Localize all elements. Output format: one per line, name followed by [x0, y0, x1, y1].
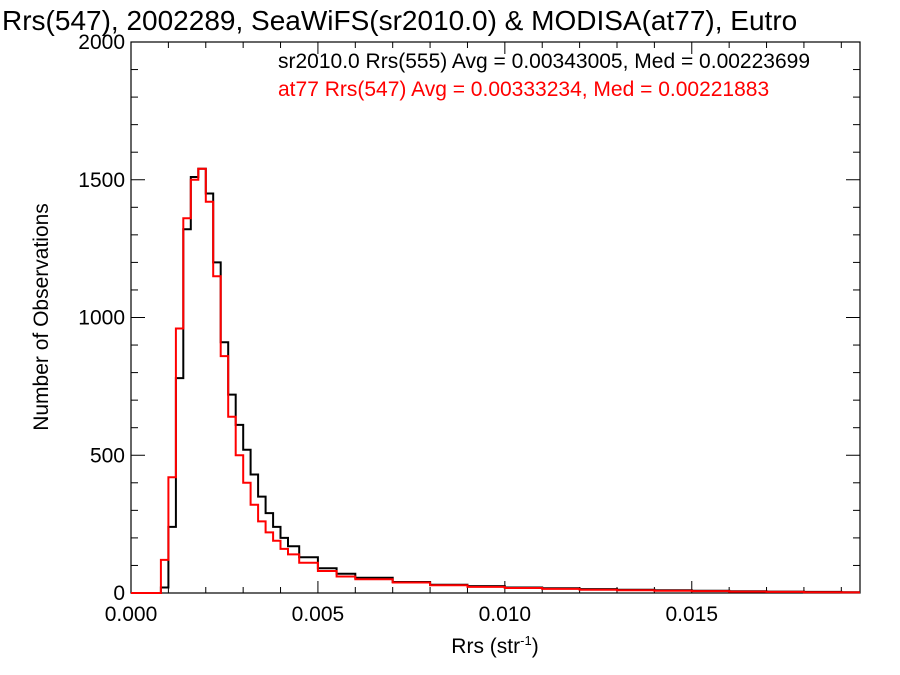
series-line-0	[131, 167, 860, 594]
axis-ticks: 0.000 0.005 0.010 0.015 0 500 1000 1500 2000	[78, 31, 860, 626]
legend-entry-red: at77 Rrs(547) Avg = 0.00333234, Med = 0.…	[278, 78, 769, 101]
y-tick-label: 2000	[78, 31, 125, 54]
x-axis-label-main: Rrs (str	[451, 635, 520, 658]
series-line-1	[131, 167, 860, 594]
x-tick-label: 0.005	[292, 603, 345, 626]
x-axis-label: Rrs (str-1)	[451, 633, 538, 658]
data-series	[131, 167, 860, 594]
x-tick-label: 0.010	[479, 603, 532, 626]
x-tick-label: 0.000	[105, 603, 158, 626]
plot-frame	[130, 41, 861, 594]
y-tick-label: 500	[90, 444, 125, 467]
x-axis-label-close: )	[532, 635, 539, 658]
legend-entry-black: sr2010.0 Rrs(555) Avg = 0.00343005, Med …	[278, 50, 810, 73]
x-tick-label: 0.015	[665, 603, 718, 626]
y-axis-label: Number of Observations	[30, 203, 53, 431]
x-axis-label-exponent: -1	[520, 633, 532, 648]
y-tick-label: 1500	[78, 169, 125, 192]
chart-title: Rrs(547), 2002289, SeaWiFS(sr2010.0) & M…	[2, 5, 797, 36]
y-tick-label: 0	[113, 582, 125, 605]
y-tick-label: 1000	[78, 307, 125, 330]
